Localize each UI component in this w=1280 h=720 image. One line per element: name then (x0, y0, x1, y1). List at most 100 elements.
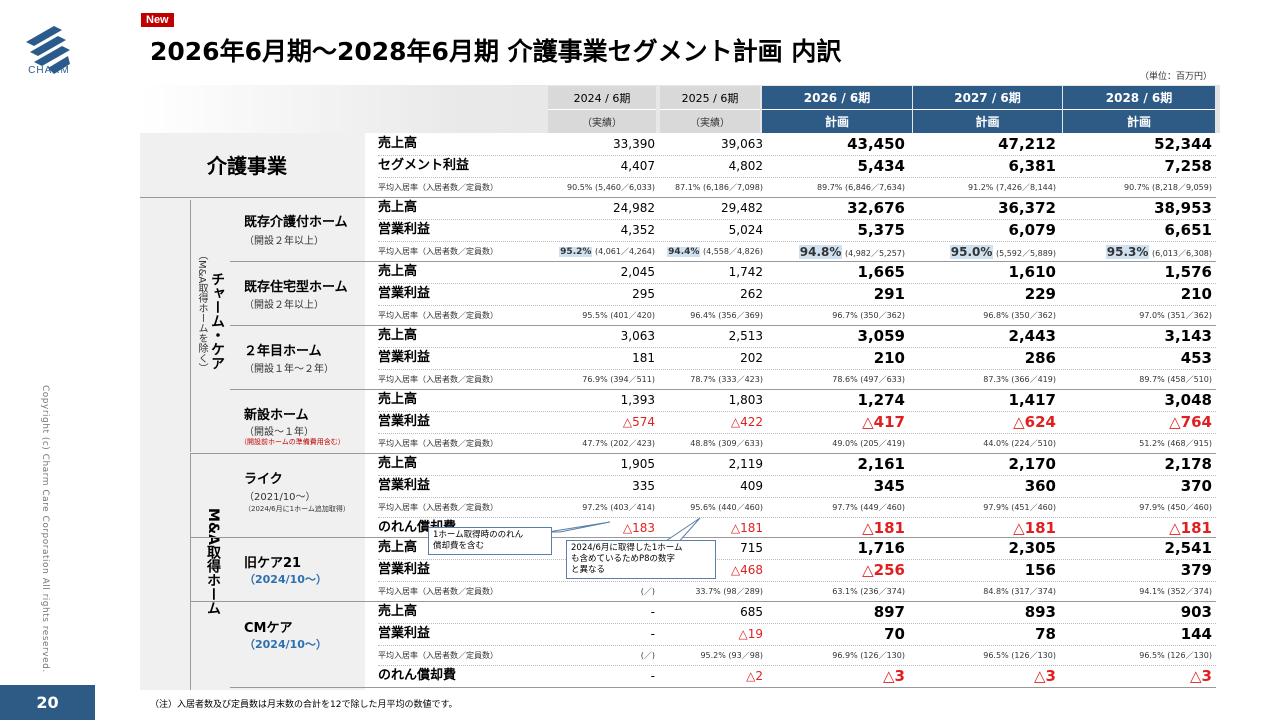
table-cell: 144 (1180, 625, 1212, 643)
table-cell: 36,372 (998, 199, 1056, 217)
table-row: 売上高 3,063 2,513 3,059 2,443 3,143 (378, 325, 1216, 347)
row-label: 営業利益 (378, 626, 431, 641)
row-label: 営業利益 (378, 478, 431, 493)
table-cell: 893 (1024, 603, 1056, 621)
table-cell: 2,178 (1164, 455, 1212, 473)
table-cell: 97.9% (451／460) (983, 503, 1056, 512)
cm-care-label: CMケア (244, 621, 293, 636)
table-cell: 6,079 (1008, 221, 1056, 239)
table-cell: 94.1% (352／374) (1139, 587, 1212, 596)
table-cell: 32,676 (847, 199, 905, 217)
left-label-area (140, 133, 365, 690)
row-divider (378, 369, 1216, 370)
table-cell: 1,610 (1008, 263, 1056, 281)
table-cell: 78 (1035, 625, 1056, 643)
table-cell: △624 (1013, 413, 1056, 431)
table-cell: 370 (1180, 477, 1212, 495)
table-cell: 96.4% (356／369) (690, 311, 763, 320)
table-cell: 897 (873, 603, 905, 621)
cell-detail: (4,558／4,826) (700, 247, 763, 256)
table-cell: 4,407 (620, 159, 655, 173)
highlight-value: 95.3% (1105, 245, 1150, 259)
row-label: のれん償却費 (378, 668, 457, 683)
second-year-sub: （開設１年～２年） (244, 364, 334, 375)
table-cell: 96.8% (350／362) (983, 311, 1056, 320)
table-cell: 379 (1180, 561, 1212, 579)
row-label: 売上高 (378, 200, 418, 215)
table-cell: 39,063 (721, 137, 763, 151)
table-cell: 1,803 (728, 393, 763, 407)
table-cell: 291 (873, 285, 905, 303)
table-cell: 453 (1180, 349, 1212, 367)
column-header-type: 計画 (913, 110, 1062, 134)
table-cell: 2,513 (728, 329, 763, 343)
table-cell: 33.7% (98／289) (695, 587, 763, 596)
row-label: 平均入居率（入居者数／定員数） (378, 247, 498, 256)
charm-group-line (190, 200, 191, 452)
table-cell: 95.0% (5,592／5,889) (918, 241, 1056, 263)
column-header-period: 2025 / 6期 (660, 86, 760, 110)
table-cell: △19 (738, 627, 764, 641)
table-cell: 5,375 (857, 221, 905, 239)
table-cell: 91.2% (7,426／8,144) (967, 183, 1056, 192)
table-row: 営業利益 △574 △422 △417 △624 △764 (378, 411, 1216, 433)
table-cell: 47.7% (202／423) (582, 439, 655, 448)
page-title: 2026年6月期～2028年6月期 介護事業セグメント計画 内訳 (150, 37, 842, 66)
table-cell: 43,450 (847, 135, 905, 153)
row-divider (230, 261, 1216, 262)
table-cell: 409 (740, 479, 763, 493)
row-divider (378, 559, 1216, 560)
row-label: 平均入居率（入居者数／定員数） (378, 439, 498, 448)
column-header-period: 2027 / 6期 (913, 86, 1062, 110)
row-label: 売上高 (378, 540, 418, 555)
table-cell: 70 (884, 625, 905, 643)
cell-detail: (4,982／5,257) (842, 249, 905, 258)
table-cell: 24,982 (613, 201, 655, 215)
table-cell: △183 (622, 521, 655, 535)
table-cell: 1,716 (857, 539, 905, 557)
table-cell: 2,045 (620, 265, 655, 279)
row-divider (378, 623, 1216, 624)
copyright: Copyright (c) Charm Care Corporation All… (40, 385, 50, 673)
highlight-value: 94.4% (667, 247, 701, 257)
table-cell: 78.7% (333／423) (690, 375, 763, 384)
table-cell: 51.2% (468／915) (1139, 439, 1212, 448)
row-label: 平均入居率（入居者数／定員数） (378, 311, 498, 320)
table-cell: 210 (873, 349, 905, 367)
table-cell: 335 (632, 479, 655, 493)
table-cell: 96.5% (126／130) (983, 651, 1056, 660)
row-divider (378, 283, 1216, 284)
row-label: 売上高 (378, 328, 418, 343)
table-cell: 96.9% (126／130) (832, 651, 905, 660)
row-divider (230, 389, 1216, 390)
row-divider (230, 325, 1216, 326)
table-cell: 1,393 (620, 393, 655, 407)
table-cell: - (650, 669, 655, 683)
row-divider (190, 601, 1216, 602)
table-cell: (／) (640, 651, 655, 660)
table-row: 営業利益 295 262 291 229 210 (378, 283, 1216, 305)
table-cell: △2 (746, 669, 763, 683)
second-year-label: ２年目ホーム (244, 344, 322, 359)
row-label: セグメント利益 (378, 158, 470, 173)
table-cell: 38,953 (1154, 199, 1212, 217)
table-row: のれん償却費 - △2 △3 △3 △3 (378, 665, 1216, 687)
old-care21-callout: 2024/6月に取得した1ホーム も含めているためP8の数字 と異なる (566, 540, 716, 579)
table-cell: 87.3% (366／419) (983, 375, 1056, 384)
table-row: 営業利益 181 202 210 286 453 (378, 347, 1216, 369)
table-cell: (／) (640, 587, 655, 596)
table-row: 平均入居率（入居者数／定員数） 90.5% (5,460／6,033) 87.1% … (378, 177, 1216, 199)
row-divider (378, 347, 1216, 348)
table-cell: 84.8% (317／374) (983, 587, 1056, 596)
table-cell: △574 (622, 415, 655, 429)
table-row: 平均入居率（入居者数／定員数） 95.2% (4,061／4,264) 94.4% … (378, 241, 1216, 263)
charm-group-note: （M&A取得ホームを除く） (196, 250, 207, 374)
table-row: 平均入居率（入居者数／定員数） 76.9% (394／511) 78.7% (333… (378, 369, 1216, 391)
table-cell: 33,390 (613, 137, 655, 151)
highlight-value: 94.8% (798, 245, 843, 259)
table-cell: 2,161 (857, 455, 905, 473)
new-home-sub: （開設～１年） (244, 427, 314, 438)
table-cell: 156 (1024, 561, 1056, 579)
column-header-period: 2026 / 6期 (762, 86, 912, 110)
table-cell: 97.0% (351／362) (1139, 311, 1212, 320)
